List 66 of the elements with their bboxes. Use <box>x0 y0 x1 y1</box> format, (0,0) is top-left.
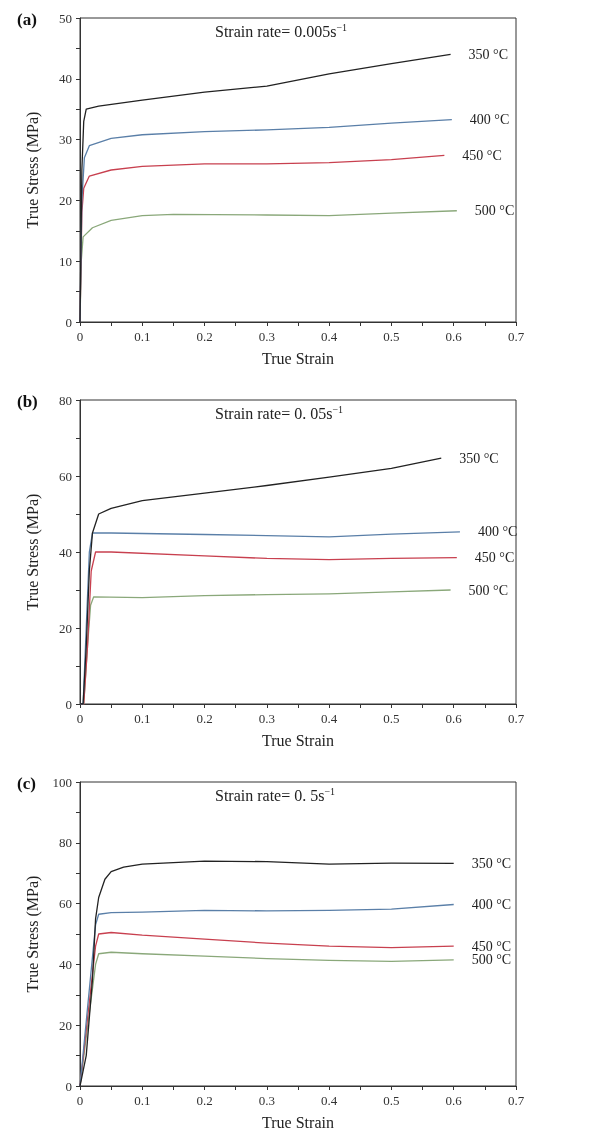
series-label: 450 °C <box>462 147 502 163</box>
y-tick-label: 30 <box>59 132 72 148</box>
series-label: 450 °C <box>474 550 515 566</box>
x-axis-title: True Strain <box>262 731 334 749</box>
y-tick-label: 0 <box>65 1078 72 1094</box>
x-tick-label: 0.5 <box>383 711 400 726</box>
series-label: 400 °C <box>469 112 510 128</box>
x-tick-label: 0.2 <box>196 329 213 344</box>
y-tick-label: 80 <box>59 835 72 851</box>
y-axis-title: True Stress (MPa) <box>23 493 42 611</box>
line-series <box>79 903 455 1087</box>
chart-title: (c) <box>17 774 36 793</box>
x-tick-label: 0.3 <box>258 711 275 726</box>
x-tick-label: 0.7 <box>507 1093 525 1108</box>
y-tick-label: 100 <box>52 774 72 790</box>
y-tick-label: 0 <box>65 314 72 330</box>
y-tick-label: 40 <box>59 544 72 560</box>
series-label: 350 °C <box>471 855 512 871</box>
y-tick-label: 40 <box>59 956 72 972</box>
x-tick-label: 0.6 <box>445 1093 463 1108</box>
series-label: 400 °C <box>471 897 512 913</box>
x-tick-label: 0 <box>76 329 84 344</box>
x-tick-label: 0.3 <box>258 1093 275 1108</box>
x-tick-label: 0.5 <box>383 329 400 344</box>
x-axis-title: True Strain <box>262 1113 334 1131</box>
y-tick-label: 60 <box>59 468 72 484</box>
series-label: 400 °C <box>477 524 518 540</box>
chart-title: (a) <box>17 10 37 29</box>
series-label: 450 °C <box>471 938 512 954</box>
line-series <box>79 53 452 323</box>
x-tick-label: 0.4 <box>321 711 338 726</box>
y-tick-label: 20 <box>59 1017 72 1033</box>
y-tick-label: 60 <box>59 896 72 912</box>
y-axis-title: True Stress (MPa) <box>23 111 42 229</box>
y-tick-label: 20 <box>59 620 72 636</box>
series-label: 500 °C <box>468 582 509 598</box>
x-tick-label: 0.2 <box>196 1093 213 1108</box>
x-tick-label: 0.6 <box>445 329 463 344</box>
x-tick-label: 0 <box>76 711 84 726</box>
x-tick-label: 0.2 <box>196 711 213 726</box>
series-label: 500 °C <box>471 952 512 968</box>
x-tick-label: 0.4 <box>321 1093 338 1108</box>
x-tick-label: 0.7 <box>507 711 525 726</box>
x-tick-label: 0.1 <box>134 711 151 726</box>
y-tick-label: 0 <box>65 696 72 712</box>
line-series <box>79 457 442 705</box>
y-tick-label: 80 <box>59 392 72 408</box>
x-axis-title: True Strain <box>262 349 334 367</box>
line-series <box>79 860 455 1087</box>
y-tick-label: 20 <box>59 192 72 208</box>
y-tick-label: 50 <box>59 10 72 26</box>
x-tick-label: 0.5 <box>383 1093 400 1108</box>
y-tick-label: 40 <box>59 71 72 87</box>
y-tick-label: 10 <box>59 253 72 269</box>
series-label: 350 °C <box>459 450 499 466</box>
series-label: 350 °C <box>468 46 509 62</box>
y-axis-title: True Stress (MPa) <box>23 875 42 993</box>
x-tick-label: 0 <box>76 1093 84 1108</box>
x-tick-label: 0.6 <box>445 711 463 726</box>
chart-title: (b) <box>17 392 38 411</box>
x-tick-label: 0.1 <box>134 1093 151 1108</box>
series-label: 500 °C <box>474 203 515 219</box>
x-tick-label: 0.4 <box>321 329 338 344</box>
x-tick-label: 0.7 <box>507 329 525 344</box>
x-tick-label: 0.3 <box>258 329 275 344</box>
x-tick-label: 0.1 <box>134 329 151 344</box>
